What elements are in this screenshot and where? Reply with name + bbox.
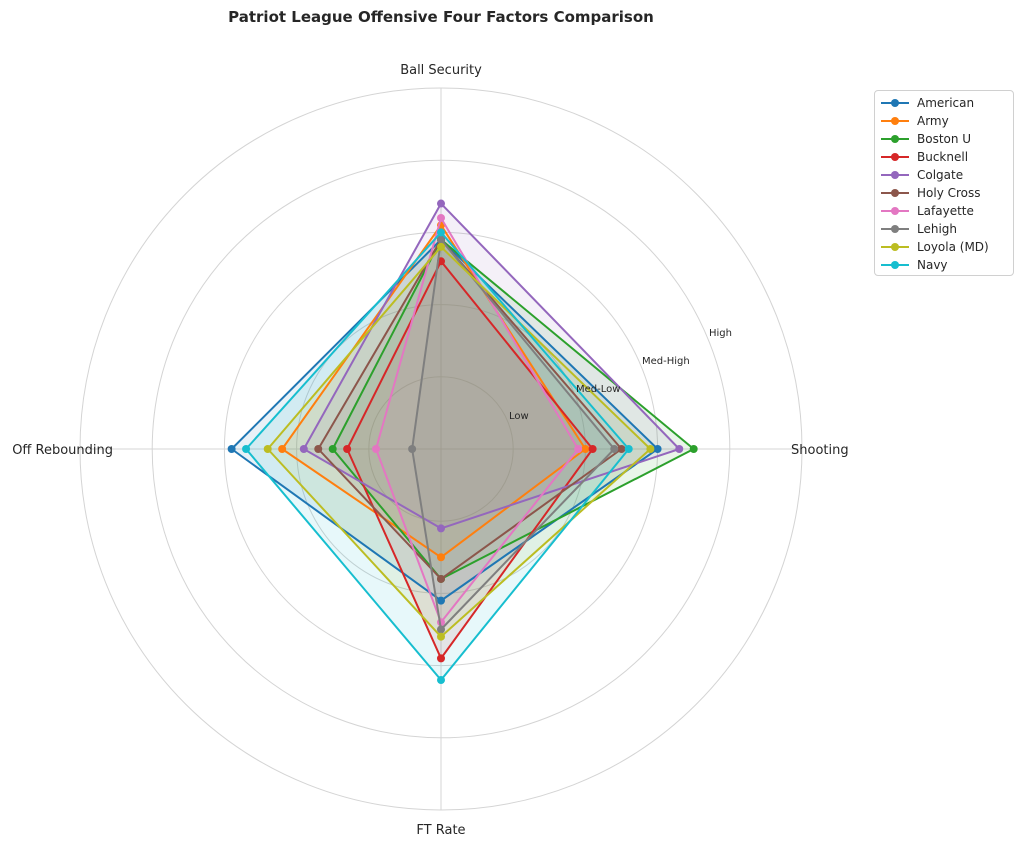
legend-swatch xyxy=(881,241,909,253)
axis-label-ft-rate: FT Rate xyxy=(416,823,465,838)
legend-swatch xyxy=(881,223,909,235)
series-point xyxy=(624,445,633,453)
axis-label-shooting: Shooting xyxy=(791,443,849,458)
legend-label: Holy Cross xyxy=(917,186,981,200)
series-area xyxy=(412,239,615,630)
legend-item: Holy Cross xyxy=(881,184,1007,202)
series-point xyxy=(278,445,287,453)
legend-label: Navy xyxy=(917,258,948,272)
series-point xyxy=(617,445,626,453)
series-point xyxy=(437,524,445,533)
series-area xyxy=(347,261,593,659)
legend-item: Lehigh xyxy=(881,220,1007,238)
legend-swatch xyxy=(881,151,909,163)
series-point xyxy=(437,213,445,222)
series-point xyxy=(437,654,445,663)
legend-label: Lehigh xyxy=(917,222,958,236)
legend-swatch xyxy=(881,97,909,109)
legend-swatch xyxy=(881,259,909,271)
series-point xyxy=(343,445,352,453)
legend-label: Bucknell xyxy=(917,150,969,164)
series-point xyxy=(653,445,662,453)
series-point xyxy=(263,445,272,453)
series-point xyxy=(227,445,236,453)
series-point xyxy=(314,445,323,453)
series-point xyxy=(372,445,381,453)
series-point xyxy=(437,625,445,634)
legend-item: Bucknell xyxy=(881,148,1007,166)
series-point xyxy=(610,445,619,453)
legend-item: Loyola (MD) xyxy=(881,238,1007,256)
series-point xyxy=(581,445,590,453)
series-point xyxy=(689,445,698,453)
series-point xyxy=(437,553,445,562)
series-point xyxy=(437,242,445,251)
series-point xyxy=(299,445,308,453)
series-point xyxy=(328,445,337,453)
series-point xyxy=(437,235,445,244)
legend-label: Boston U xyxy=(917,132,972,146)
legend: American Army Boston U Bucknell Colgate … xyxy=(874,90,1014,276)
series-point xyxy=(437,596,445,605)
series-point xyxy=(242,445,251,453)
ring-label-high: High xyxy=(709,328,732,339)
chart-title: Patriot League Offensive Four Factors Co… xyxy=(228,8,654,26)
legend-item: Boston U xyxy=(881,130,1007,148)
axis-label-ball-security: Ball Security xyxy=(400,63,482,78)
legend-item: Colgate xyxy=(881,166,1007,184)
series-point xyxy=(574,445,583,453)
legend-swatch xyxy=(881,133,909,145)
axis-label-off-rebounding: Off Rebounding xyxy=(12,443,113,458)
legend-item: Lafayette xyxy=(881,202,1007,220)
legend-item: Army xyxy=(881,112,1007,130)
legend-label: Loyola (MD) xyxy=(917,240,989,254)
legend-label: Colgate xyxy=(917,168,964,182)
series-point xyxy=(437,632,445,641)
series-area xyxy=(246,232,629,681)
legend-swatch xyxy=(881,115,909,127)
legend-swatch xyxy=(881,169,909,181)
legend-swatch xyxy=(881,187,909,199)
series-point xyxy=(588,445,597,453)
series-point xyxy=(408,445,417,453)
ring-label-med-low: Med-Low xyxy=(576,384,620,395)
legend-item: Navy xyxy=(881,256,1007,274)
legend-label: Army xyxy=(917,114,949,128)
ring-label-med-high: Med-High xyxy=(642,356,690,367)
legend-label: Lafayette xyxy=(917,204,974,218)
series-point xyxy=(675,445,684,453)
legend-item: American xyxy=(881,94,1007,112)
series-area xyxy=(231,239,658,601)
series-point xyxy=(646,445,655,453)
series-point xyxy=(437,199,445,208)
series-layer xyxy=(227,199,698,685)
legend-label: American xyxy=(917,96,975,110)
series-point xyxy=(437,676,445,685)
series-area xyxy=(332,239,694,579)
legend-swatch xyxy=(881,205,909,217)
series-point xyxy=(437,574,445,583)
series-point xyxy=(437,228,445,237)
ring-label-low: Low xyxy=(509,411,529,422)
